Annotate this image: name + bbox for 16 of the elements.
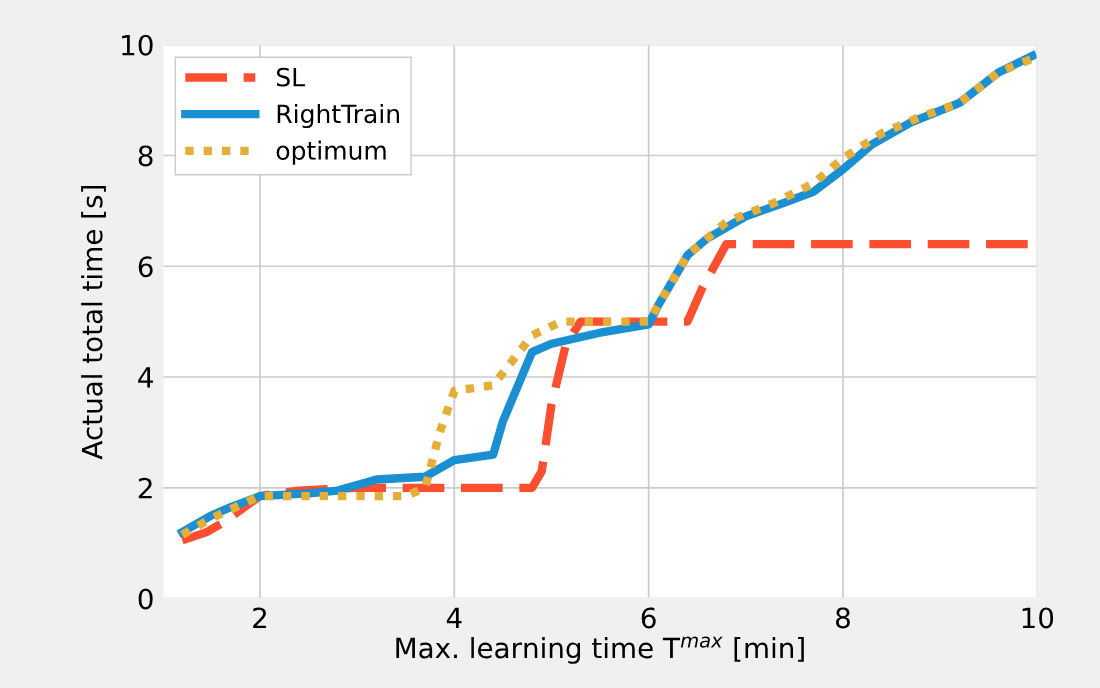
y-tick-label: 2	[138, 477, 152, 499]
x-tick-label: 8	[836, 607, 850, 629]
y-tick-label: 10	[122, 34, 153, 56]
legend-label: optimum	[276, 140, 386, 165]
y-tick-label: 4	[138, 367, 153, 388]
y-tick-label: 6	[138, 256, 153, 278]
x-tick-label: 6	[641, 607, 656, 629]
x-tick-label: 4	[446, 607, 462, 628]
y-tick-label: 0	[138, 588, 153, 610]
x-axis-title: Max. learning time T$^{max}$ [min]	[396, 636, 804, 664]
legend-label: SL	[276, 67, 305, 87]
x-tick-label: 2	[253, 607, 267, 628]
y-axis-title: Actual total time [s]	[81, 186, 106, 460]
legend-label: RightTrain	[277, 103, 399, 129]
y-tick-label: 8	[138, 145, 153, 167]
x-tick-label: 10	[1022, 607, 1054, 629]
